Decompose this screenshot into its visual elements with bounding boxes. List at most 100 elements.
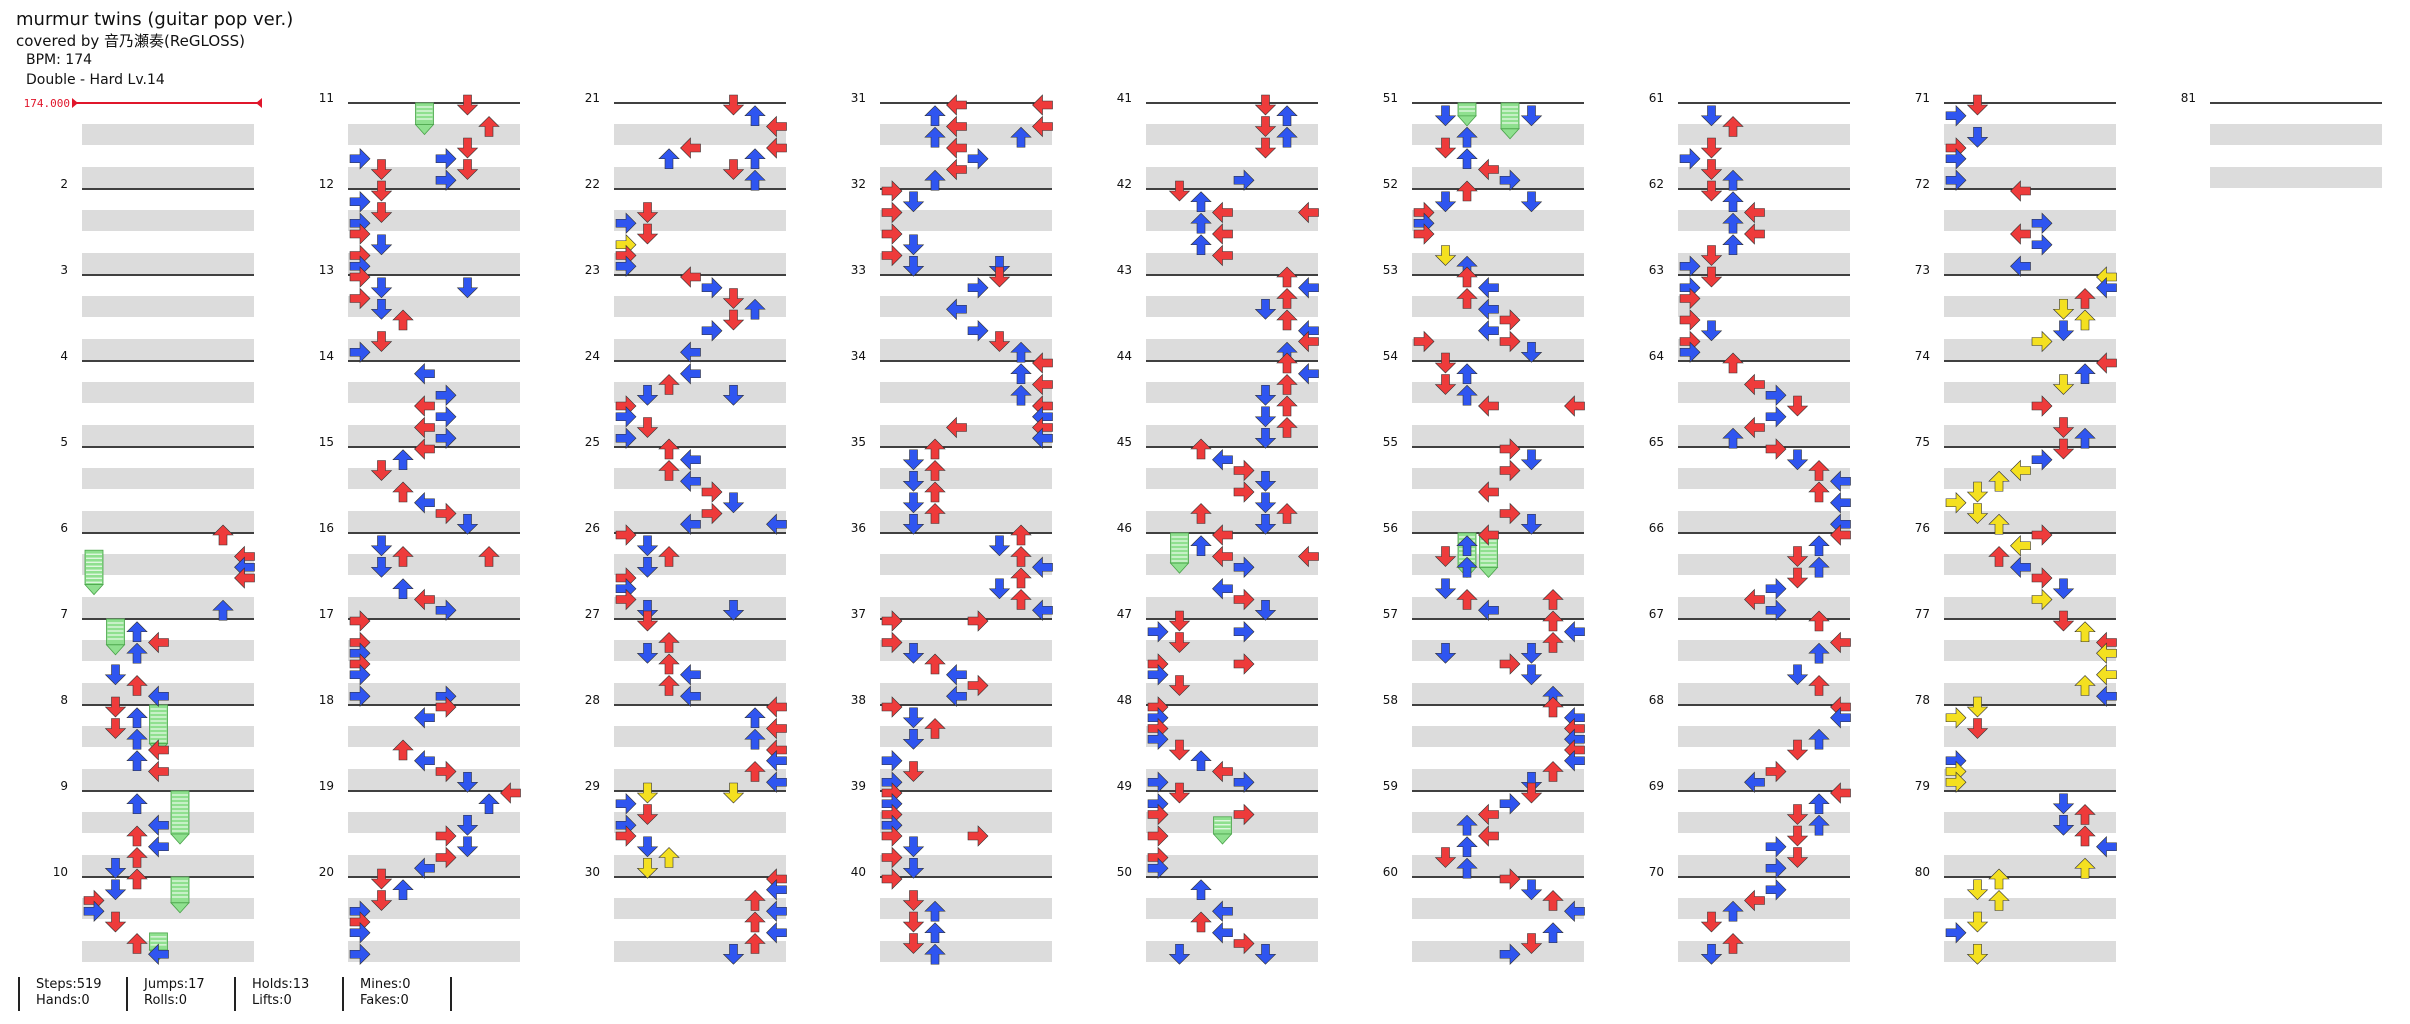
left-arrow-note-icon (1945, 771, 1967, 793)
down-arrow-note-icon (456, 277, 479, 299)
up-arrow-note-icon (744, 298, 766, 320)
right-arrow-note-icon (2010, 459, 2031, 482)
down-arrow-note-icon (1700, 137, 1723, 159)
right-arrow-note-icon (766, 771, 787, 793)
down-arrow-note-icon (636, 642, 659, 664)
right-arrow-note-icon (680, 341, 701, 363)
down-arrow-note-icon (1254, 492, 1277, 514)
up-arrow-note-icon (126, 642, 148, 664)
measure-number: 79 (1915, 779, 1930, 793)
down-arrow-note-icon (1434, 578, 1457, 600)
measure-band (82, 597, 254, 618)
down-arrow-note-icon (636, 223, 659, 245)
measure-number: 6 (60, 521, 68, 535)
up-arrow-note-icon (1722, 169, 1744, 191)
right-arrow-note-icon (946, 94, 967, 116)
measure-number: 12 (319, 177, 334, 191)
left-arrow-note-icon (349, 341, 371, 363)
right-arrow-note-icon (680, 685, 701, 707)
measure-number: 54 (1383, 349, 1398, 363)
down-arrow-note-icon (722, 309, 745, 331)
left-arrow-note-icon (967, 277, 989, 299)
right-arrow-note-icon (1564, 621, 1585, 643)
left-arrow-note-icon (967, 674, 989, 697)
right-arrow-note-icon (1298, 545, 1319, 568)
up-arrow-note-icon (1456, 814, 1478, 836)
right-arrow-note-icon (1478, 524, 1499, 546)
right-arrow-note-icon (2010, 223, 2031, 245)
measure-band (1944, 468, 2116, 489)
down-arrow-note-icon (902, 890, 925, 911)
left-arrow-note-icon (435, 427, 457, 449)
up-arrow-note-icon (392, 309, 414, 331)
measure-band (614, 769, 786, 790)
up-arrow-note-icon (924, 481, 946, 503)
measure-number: 63 (1649, 263, 1664, 277)
left-arrow-note-icon (881, 750, 903, 772)
up-arrow-note-icon (392, 578, 414, 600)
left-arrow-note-icon (881, 631, 903, 654)
up-arrow-note-icon (1722, 212, 1744, 234)
down-arrow-note-icon (1520, 879, 1543, 901)
measure-band (1412, 339, 1584, 360)
up-arrow-note-icon (744, 707, 766, 729)
up-arrow-note-icon (924, 943, 946, 965)
left-arrow-note-icon (435, 169, 457, 191)
measure-band (614, 425, 786, 446)
up-arrow-note-icon (1276, 503, 1298, 524)
stat-holds: Holds:13 (252, 977, 310, 992)
up-arrow-note-icon (1988, 546, 2010, 567)
right-arrow-note-icon (766, 513, 787, 535)
down-arrow-note-icon (636, 804, 659, 825)
right-arrow-note-icon (1032, 94, 1053, 116)
up-arrow-note-icon (744, 728, 766, 750)
right-arrow-note-icon (2010, 535, 2031, 557)
right-arrow-note-icon (680, 137, 701, 159)
right-arrow-note-icon (1478, 158, 1499, 181)
measure-band (1944, 898, 2116, 919)
down-arrow-note-icon (456, 771, 479, 793)
left-arrow-note-icon (349, 610, 371, 632)
right-arrow-note-icon (766, 879, 787, 901)
left-arrow-note-icon (701, 502, 723, 525)
down-arrow-note-icon (370, 868, 393, 890)
up-arrow-note-icon (1276, 417, 1298, 438)
up-arrow-note-icon (744, 105, 766, 127)
down-arrow-note-icon (104, 879, 127, 901)
down-arrow-note-icon (1254, 406, 1277, 428)
up-arrow-note-icon (1722, 900, 1744, 922)
down-arrow-note-icon (1700, 105, 1723, 127)
down-arrow-note-icon (456, 94, 479, 116)
measure-band (1146, 769, 1318, 790)
right-arrow-note-icon (766, 717, 787, 740)
left-arrow-note-icon (615, 793, 637, 815)
down-arrow-note-icon (1168, 675, 1191, 696)
measure-number: 37 (851, 607, 866, 621)
left-arrow-note-icon (1679, 255, 1701, 277)
up-arrow-note-icon (1010, 126, 1032, 148)
measure-number: 31 (851, 91, 866, 105)
measure-band (1146, 468, 1318, 489)
right-arrow-note-icon (946, 137, 967, 159)
right-arrow-note-icon (1298, 330, 1319, 353)
left-arrow-note-icon (1499, 868, 1521, 890)
down-arrow-note-icon (636, 535, 659, 557)
up-arrow-note-icon (1988, 890, 2010, 911)
up-arrow-note-icon (1456, 589, 1478, 610)
right-arrow-note-icon (414, 492, 435, 514)
measure-number: 22 (585, 177, 600, 191)
measure-band (1146, 339, 1318, 360)
measure-number: 15 (319, 435, 334, 449)
up-arrow-note-icon (658, 438, 680, 460)
left-arrow-note-icon (615, 427, 637, 449)
up-arrow-note-icon (658, 675, 680, 696)
up-arrow-note-icon (1456, 266, 1478, 288)
up-arrow-note-icon (658, 374, 680, 395)
left-arrow-note-icon (1499, 653, 1521, 675)
up-arrow-note-icon (924, 718, 946, 739)
up-arrow-note-icon (1722, 116, 1744, 137)
up-arrow-note-icon (126, 675, 148, 696)
down-arrow-note-icon (1434, 642, 1457, 664)
right-arrow-note-icon (1830, 631, 1851, 654)
measure-number: 38 (851, 693, 866, 707)
